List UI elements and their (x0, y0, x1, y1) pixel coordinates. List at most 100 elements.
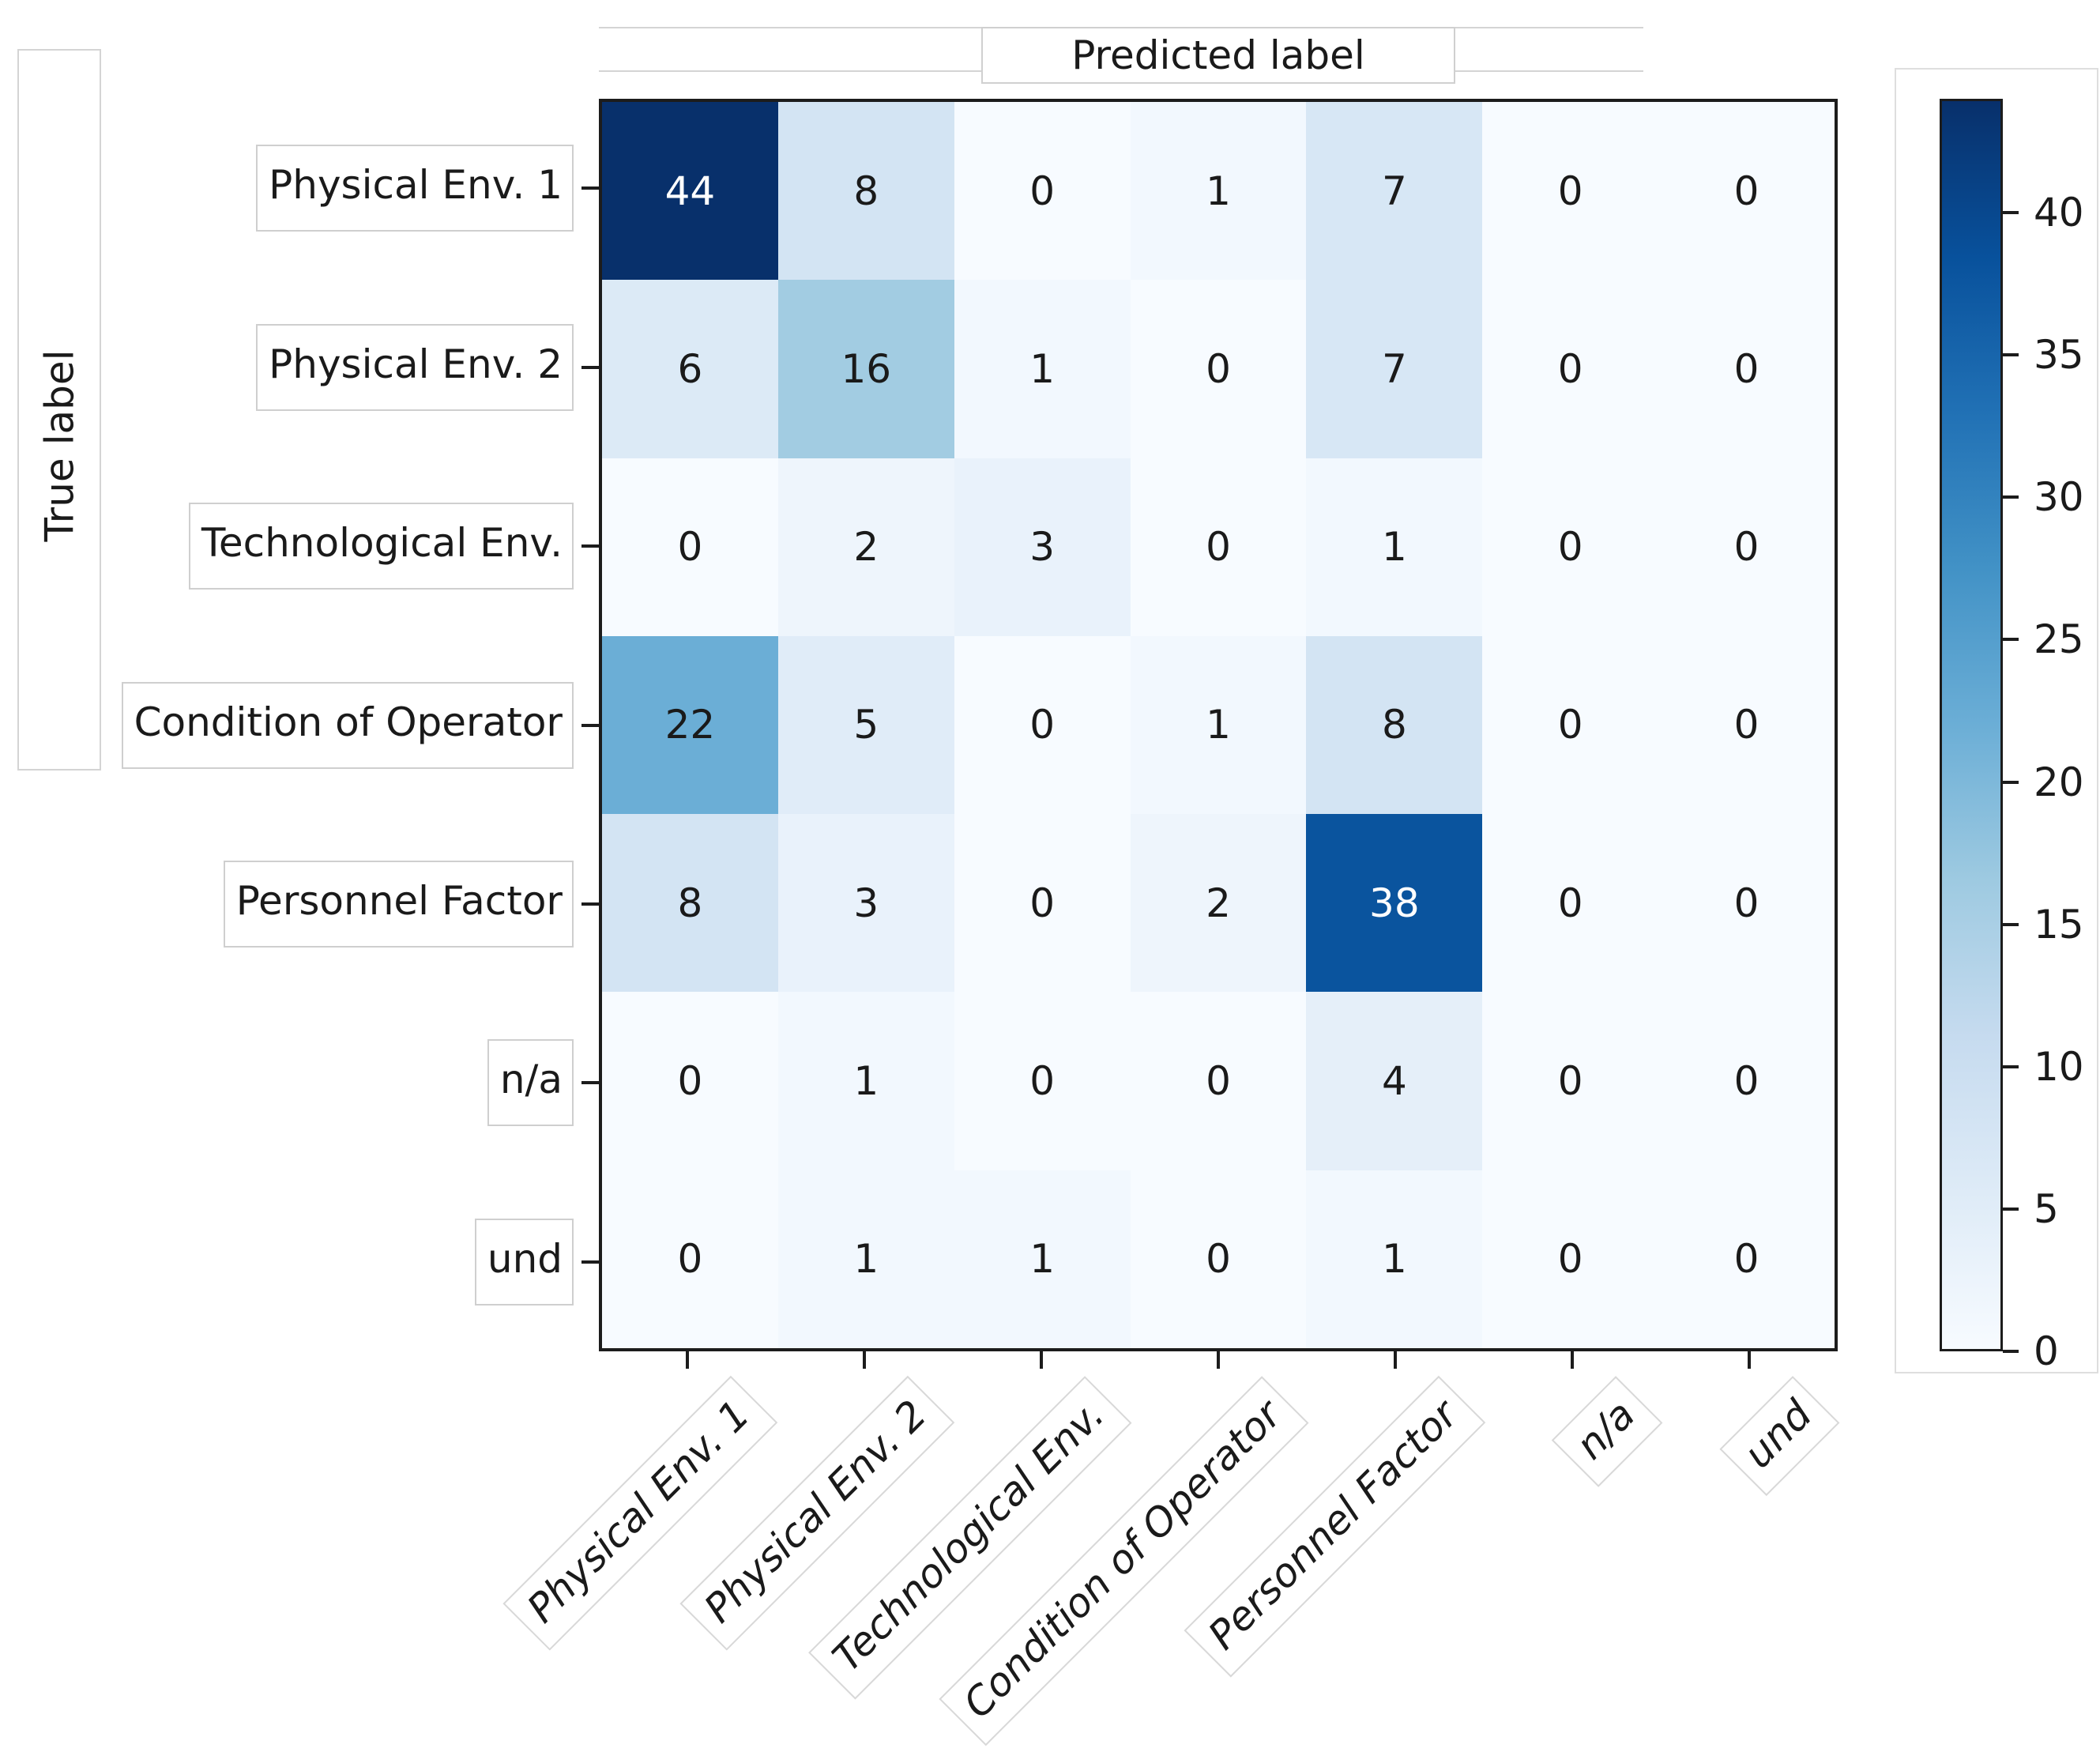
matrix-cell: 1 (777, 1170, 954, 1348)
matrix-cell: 0 (1482, 458, 1659, 636)
matrix-cell: 16 (777, 280, 954, 458)
x-tick-mark (1040, 1351, 1043, 1369)
colorbar-tick-label: 10 (2034, 1043, 2084, 1090)
colorbar-tick-mark (2003, 1064, 2019, 1068)
matrix-cell: 0 (1658, 458, 1835, 636)
colorbar-tick-mark (2003, 1207, 2019, 1211)
x-tick-mark (1748, 1351, 1751, 1369)
y-tick-label: Personnel Factor (223, 860, 574, 948)
matrix-cell: 0 (1130, 992, 1307, 1170)
colorbar-tick-label: 25 (2034, 616, 2084, 663)
matrix-cell: 1 (1130, 635, 1307, 815)
y-axis-title-wrap: True label (19, 327, 101, 564)
x-tick-mark (1571, 1351, 1574, 1369)
y-tick-mark (581, 365, 599, 369)
matrix-cell: 0 (602, 992, 778, 1170)
matrix-cell: 1 (777, 992, 954, 1170)
x-tick-label: n/a (1551, 1376, 1663, 1487)
matrix-cell: 2 (777, 458, 954, 636)
y-tick-mark (581, 1081, 599, 1085)
x-tick-label: und (1719, 1376, 1840, 1497)
matrix-cell: 0 (1658, 1170, 1835, 1348)
y-tick-mark (581, 1260, 599, 1264)
matrix-cell: 0 (954, 102, 1131, 281)
y-tick-label: Technological Env. (188, 503, 574, 590)
matrix-cell: 7 (1306, 102, 1483, 281)
matrix-cell: 0 (1482, 992, 1659, 1170)
matrix-cell: 3 (954, 458, 1131, 636)
matrix-cell: 7 (1306, 280, 1483, 458)
matrix-cell: 0 (602, 1170, 778, 1348)
colorbar-tick-mark (2003, 780, 2019, 784)
matrix-cell: 22 (602, 635, 778, 815)
y-tick-label: Physical Env. 2 (256, 323, 574, 411)
matrix-cell: 0 (1482, 1170, 1659, 1348)
colorbar-tick-label: 20 (2034, 759, 2084, 805)
annotation-box-left-of-title (599, 27, 981, 72)
matrix-cell: 0 (1658, 280, 1835, 458)
x-axis-title: Predicted label (1071, 32, 1365, 78)
x-tick-mark (686, 1351, 689, 1369)
y-tick-label: Condition of Operator (121, 681, 574, 769)
colorbar-tick-label: 40 (2034, 190, 2084, 236)
annotation-box-colorbar (1895, 68, 2098, 1373)
matrix-cell: 0 (1482, 814, 1659, 993)
colorbar-tick-label: 15 (2034, 901, 2084, 948)
matrix-cell: 44 (602, 102, 778, 281)
x-axis-title-box: Predicted label (981, 27, 1455, 84)
matrix-cell: 0 (1658, 635, 1835, 815)
matrix-cell: 0 (1130, 280, 1307, 458)
colorbar (1940, 99, 2003, 1351)
matrix-cell: 38 (1306, 814, 1483, 993)
matrix-cell: 1 (954, 1170, 1131, 1348)
y-tick-mark (581, 902, 599, 906)
matrix-cell: 5 (777, 635, 954, 815)
colorbar-tick-mark (2003, 211, 2019, 215)
matrix-cell: 6 (602, 280, 778, 458)
matrix-cell: 1 (1306, 458, 1483, 636)
matrix-cell: 0 (1658, 992, 1835, 1170)
matrix-cell: 3 (777, 814, 954, 993)
colorbar-tick-mark (2003, 1350, 2019, 1353)
x-tick-mark (863, 1351, 866, 1369)
annotation-box-true-label (17, 49, 101, 771)
colorbar-tick-label: 0 (2034, 1328, 2059, 1374)
x-tick-mark (1217, 1351, 1220, 1369)
matrix-cell: 1 (1306, 1170, 1483, 1348)
matrix-cell: 2 (1130, 814, 1307, 993)
x-tick-mark (1394, 1351, 1397, 1369)
matrix-cell: 0 (1658, 102, 1835, 281)
colorbar-tick-mark (2003, 495, 2019, 499)
matrix-cell: 0 (1130, 1170, 1307, 1348)
matrix-cell: 0 (954, 635, 1131, 815)
colorbar-tick-mark (2003, 922, 2019, 926)
annotation-box-right-of-title (1455, 27, 1643, 72)
matrix-cell: 0 (954, 814, 1131, 993)
matrix-cell: 0 (602, 458, 778, 636)
colorbar-tick-label: 5 (2034, 1185, 2059, 1232)
matrix-cell: 0 (1482, 280, 1659, 458)
x-tick-label: Technological Env. (807, 1376, 1132, 1700)
matrix-cell: 0 (1482, 635, 1659, 815)
y-tick-mark (581, 544, 599, 548)
colorbar-tick-mark (2003, 353, 2019, 357)
matrix-cell: 0 (1482, 102, 1659, 281)
matrix-cell: 8 (777, 102, 954, 281)
y-tick-label: n/a (487, 1039, 574, 1127)
y-tick-mark (581, 723, 599, 727)
matrix-cell: 0 (954, 992, 1131, 1170)
y-tick-label: und (474, 1218, 574, 1306)
colorbar-tick-mark (2003, 638, 2019, 642)
colorbar-tick-label: 35 (2034, 332, 2084, 379)
y-tick-label: Physical Env. 1 (256, 145, 574, 232)
heatmap-grid: 44 8 0 1 7 0 0 6 16 1 0 7 0 0 0 2 3 0 1 0 0 22 5 0 1 8 0 0 8 3 0 2 38 0 0 0… (599, 99, 1838, 1351)
y-axis-title: True label (37, 349, 83, 542)
matrix-cell: 8 (1306, 635, 1483, 815)
matrix-cell: 8 (602, 814, 778, 993)
matrix-cell: 1 (954, 280, 1131, 458)
matrix-cell: 0 (1658, 814, 1835, 993)
colorbar-tick-label: 30 (2034, 474, 2084, 521)
matrix-cell: 1 (1130, 102, 1307, 281)
matrix-cell: 0 (1130, 458, 1307, 636)
